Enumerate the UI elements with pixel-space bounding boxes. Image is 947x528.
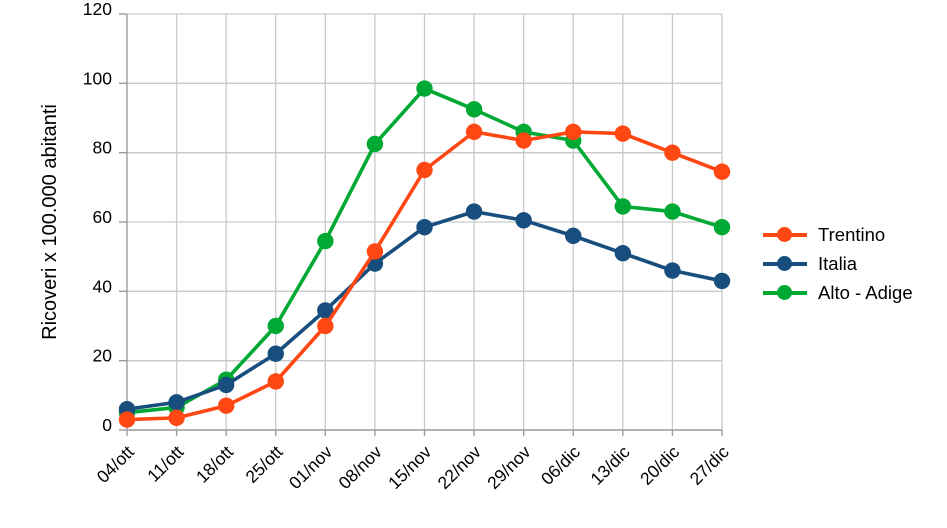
data-point-trentino [713, 163, 731, 180]
data-point-italia [565, 227, 582, 245]
x-tick-label: 11/ott [143, 442, 187, 486]
legend-marker-icon [763, 226, 807, 243]
data-point-alto-adige [713, 219, 731, 236]
legend-label: Trentino [818, 223, 886, 245]
data-point-trentino [366, 243, 384, 260]
data-point-italia [217, 376, 235, 394]
legend-marker-icon [763, 255, 807, 272]
y-axis-title: Ricoveri x 100.000 abitanti [39, 104, 61, 340]
y-tick-label: 40 [93, 276, 113, 296]
data-point-trentino [465, 123, 483, 141]
x-tick-label: 01/nov [285, 442, 336, 493]
x-tick-label: 06/dic [537, 442, 584, 489]
data-point-alto-adige [614, 198, 632, 215]
data-point-alto-adige [416, 80, 433, 97]
data-point-italia [664, 262, 681, 279]
x-tick-label: 13/dic [586, 442, 633, 489]
data-point-alto-adige [317, 232, 334, 250]
y-tick-label: 80 [93, 138, 113, 158]
y-tick-label: 20 [93, 346, 113, 366]
y-tick-label: 100 [83, 68, 112, 88]
y-tick-label: 0 [102, 415, 112, 435]
legend-item-alto-adige: Alto - Adige [763, 278, 913, 307]
x-tick-label: 27/dic [686, 442, 733, 489]
data-point-trentino [267, 373, 284, 390]
legend: Trentino Italia Alto - Adige [763, 220, 913, 307]
data-point-trentino [416, 161, 433, 179]
legend-item-trentino: Trentino [763, 220, 913, 249]
x-tick-label: 18/ott [192, 442, 237, 487]
data-point-alto-adige [664, 203, 681, 220]
data-point-italia [317, 302, 334, 319]
data-point-italia [168, 394, 185, 411]
x-tick-label: 25/ott [241, 442, 286, 487]
data-point-trentino [217, 397, 235, 414]
data-point-alto-adige [366, 135, 384, 153]
legend-marker-icon [763, 284, 807, 301]
x-tick-label: 15/nov [384, 442, 435, 493]
legend-label: Italia [818, 252, 858, 274]
data-point-trentino [664, 144, 681, 161]
data-point-italia [713, 272, 731, 290]
x-tick-label: 29/nov [483, 442, 534, 493]
data-point-trentino [614, 125, 632, 142]
data-point-trentino [118, 411, 136, 428]
y-tick-label: 120 [83, 0, 112, 19]
x-tick-label: 22/nov [434, 442, 485, 493]
x-tick-label: 08/nov [334, 442, 385, 493]
data-point-trentino [515, 132, 532, 149]
data-point-italia [515, 212, 532, 229]
legend-item-italia: Italia [763, 249, 913, 278]
x-tick-label: 20/dic [636, 442, 683, 489]
legend-dot [777, 227, 792, 242]
legend-dot [777, 256, 792, 271]
data-point-italia [267, 345, 284, 362]
data-point-italia [614, 245, 632, 262]
data-point-alto-adige [465, 101, 483, 118]
data-point-alto-adige [267, 317, 284, 335]
data-point-trentino [168, 409, 185, 427]
data-point-trentino [565, 123, 582, 141]
data-point-italia [465, 203, 483, 220]
x-tick-label: 04/ott [93, 442, 138, 487]
legend-dot [777, 285, 792, 300]
y-tick-label: 60 [93, 207, 113, 227]
legend-label: Alto - Adige [818, 281, 913, 303]
data-point-trentino [317, 317, 334, 335]
data-point-italia [416, 219, 433, 236]
